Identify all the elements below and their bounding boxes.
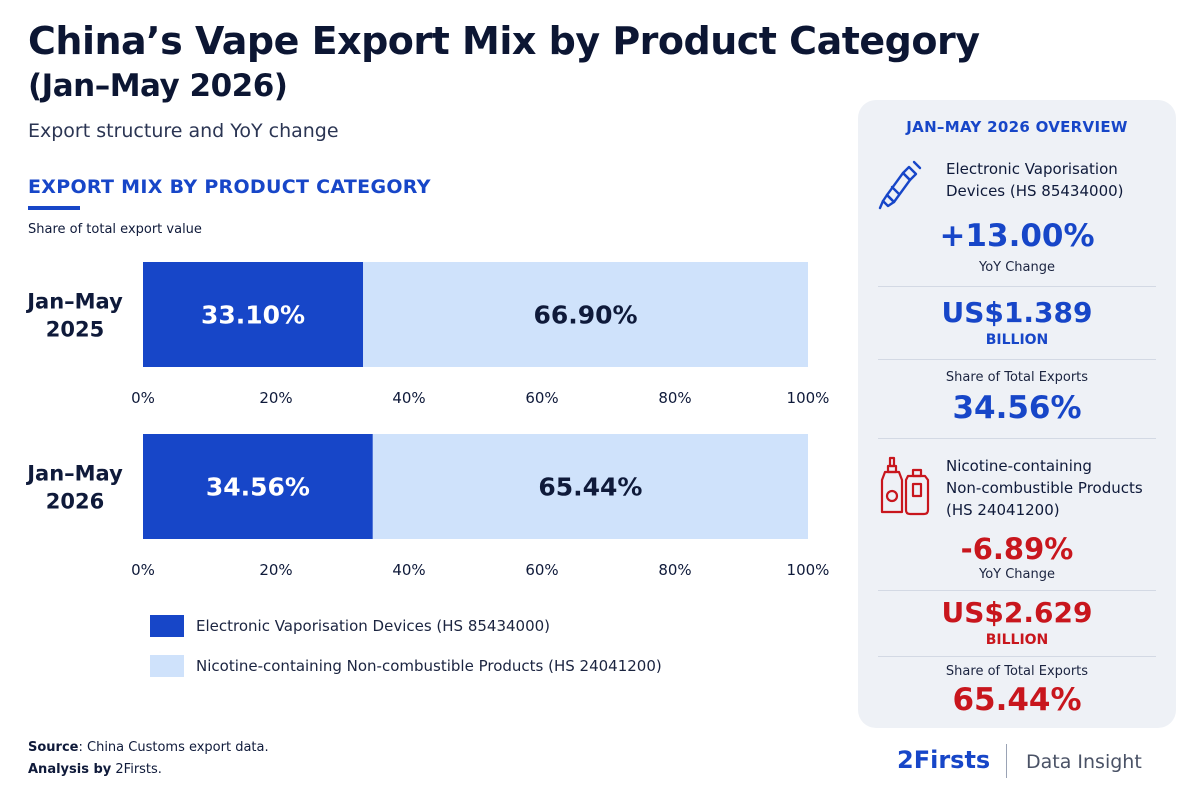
data-label: 33.10% (201, 301, 305, 330)
section-title: EXPORT MIX BY PRODUCT CATEGORY (28, 176, 431, 198)
source-text: : China Customs export data. (78, 740, 269, 755)
yoy-value-nicotine: -6.89% (960, 532, 1074, 566)
x-tick-label: 100% (787, 561, 830, 579)
yoy-label-nicotine: YoY Change (978, 567, 1055, 582)
brand-tagline: Data Insight (1026, 751, 1142, 773)
category-label: 2025 (46, 318, 104, 342)
category-name-line: Non-combustible Products (946, 479, 1143, 497)
yoy-label-devices: YoY Change (978, 260, 1055, 275)
divider (878, 656, 1156, 657)
x-tick-label: 60% (525, 389, 558, 407)
legend-label-nicotine: Nicotine-containing Non-combustible Prod… (196, 657, 662, 675)
page-subtitle: Export structure and YoY change (28, 120, 339, 142)
chart-legend: Electronic Vaporisation Devices (HS 8543… (150, 614, 662, 694)
divider (878, 286, 1156, 287)
overview-panel: JAN–MAY 2026 OVERVIEW Electronic Vaporis… (858, 100, 1176, 728)
panel-title: JAN–MAY 2026 OVERVIEW (906, 118, 1128, 136)
legend-swatch-devices (150, 615, 184, 637)
legend-item-nicotine: Nicotine-containing Non-combustible Prod… (150, 654, 662, 678)
brand-divider (1006, 744, 1007, 778)
x-tick-label: 0% (131, 389, 155, 407)
share-value-devices: 34.56% (952, 390, 1082, 426)
category-name-line: Electronic Vaporisation (946, 160, 1118, 178)
divider (878, 359, 1156, 360)
category-name-line: (HS 24041200) (946, 501, 1060, 519)
x-tick-label: 20% (259, 389, 292, 407)
export-value-nicotine: US$2.629 (941, 596, 1093, 629)
bar-segment-devices (143, 434, 373, 539)
stacked-bar-chart: Jan–May 2025 33.10% 66.90% 0% 20% 40% 60% 80% 100… (25, 262, 830, 579)
legend-item-devices: Electronic Vaporisation Devices (HS 8543… (150, 614, 662, 638)
analysis-label: Analysis by (28, 762, 112, 777)
data-label: 66.90% (533, 301, 637, 330)
bar-segment-devices (143, 262, 364, 367)
source-label: Source (28, 740, 79, 755)
legend-swatch-nicotine (150, 655, 184, 677)
category-name-line: Nicotine-containing (946, 457, 1092, 475)
legend-label-devices: Electronic Vaporisation Devices (HS 8543… (196, 617, 551, 635)
x-tick-label: 20% (259, 561, 292, 579)
x-tick-label: 80% (658, 389, 691, 407)
section-underline (28, 206, 80, 210)
bar-segment-nicotine (363, 262, 808, 367)
category-label: Jan–May (25, 290, 123, 314)
title-line-1: China’s Vape Export Mix by Product Categ… (28, 19, 980, 63)
bar-segment-nicotine (372, 434, 808, 539)
category-label: Jan–May (25, 462, 123, 486)
analysis-note: Analysis by 2Firsts. (28, 762, 162, 777)
yoy-value-devices: +13.00% (939, 218, 1095, 254)
page-title: China’s Vape Export Mix by Product Categ… (28, 16, 980, 106)
export-unit-devices: BILLION (985, 332, 1049, 348)
x-tick-label: 40% (392, 389, 425, 407)
category-name-nicotine: Nicotine-containing Non-combustible Prod… (946, 455, 1171, 521)
title-line-2: (Jan–May 2026) (28, 68, 288, 104)
analysis-text: 2Firsts. (111, 762, 162, 777)
divider (878, 438, 1156, 439)
category-name-devices: Electronic Vaporisation Devices (HS 8543… (946, 158, 1171, 202)
data-label: 65.44% (538, 473, 642, 502)
share-label-devices: Share of Total Exports (945, 370, 1089, 385)
source-note: Source: China Customs export data. (28, 740, 269, 755)
e-liquid-bottle-pod-icon (876, 456, 936, 522)
divider (878, 590, 1156, 591)
share-note: Share of total export value (28, 222, 202, 237)
category-label: 2026 (46, 490, 104, 514)
x-tick-label: 0% (131, 561, 155, 579)
x-tick-label: 40% (392, 561, 425, 579)
data-label: 34.56% (206, 473, 310, 502)
x-tick-label: 80% (658, 561, 691, 579)
x-tick-label: 60% (525, 561, 558, 579)
vape-pen-icon (876, 156, 932, 220)
category-name-line: Devices (HS 85434000) (946, 182, 1124, 200)
x-tick-label: 100% (787, 389, 830, 407)
export-unit-nicotine: BILLION (985, 632, 1049, 648)
share-label-nicotine: Share of Total Exports (945, 664, 1089, 679)
export-value-devices: US$1.389 (941, 296, 1093, 329)
brand-logo: 2Firsts (897, 746, 991, 774)
share-value-nicotine: 65.44% (952, 682, 1082, 718)
